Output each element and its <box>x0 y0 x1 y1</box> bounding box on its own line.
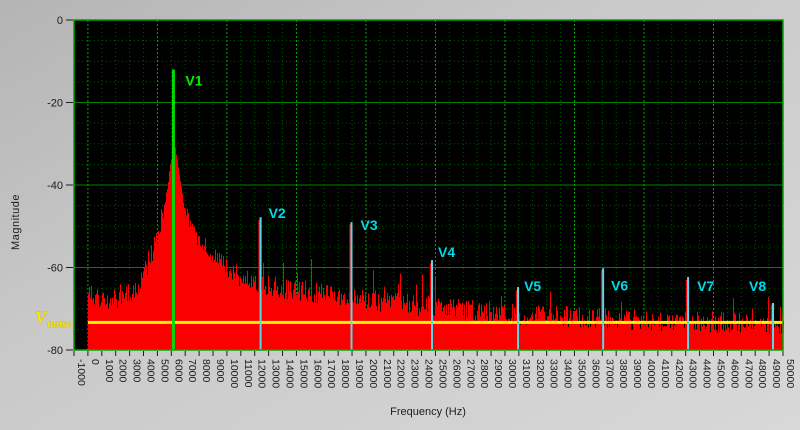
x-tick-label: 17000 <box>325 359 337 388</box>
x-tick-label: 43000 <box>687 359 699 388</box>
x-tick-label: 20000 <box>367 359 379 388</box>
harmonic-spike <box>515 290 518 350</box>
x-tick-label: 48000 <box>756 359 768 388</box>
x-tick-label: 16000 <box>311 359 323 388</box>
x-tick-label: 30000 <box>506 359 518 388</box>
x-tick-label: 3000 <box>131 359 143 383</box>
marker-v6[interactable]: V6 <box>602 268 628 350</box>
x-tick-label: 42000 <box>673 359 685 388</box>
marker-v4[interactable]: V4 <box>431 244 455 350</box>
x-tick-label: 47000 <box>742 359 754 388</box>
x-tick-label: 5000 <box>158 359 170 383</box>
x-tick-label: 32000 <box>534 359 546 388</box>
x-tick-label: 44000 <box>701 359 713 388</box>
x-tick-label: 35000 <box>576 359 588 388</box>
x-tick-label: 7000 <box>186 359 198 383</box>
x-tick-label: 8000 <box>200 359 212 383</box>
x-tick-label: 0 <box>89 359 101 365</box>
x-axis: -1000 0 1000 2000 3000 4000 5000 6000 7000 8000 90… <box>73 351 796 388</box>
marker-v3[interactable]: V3 <box>350 217 378 350</box>
x-tick-label: 22000 <box>395 359 407 388</box>
harmonic-spike <box>600 270 603 350</box>
marker-label-v4[interactable]: V4 <box>438 244 455 260</box>
marker-label-v1[interactable]: V1 <box>185 73 202 89</box>
x-tick-label: 46000 <box>728 359 740 388</box>
marker-label-v8[interactable]: V8 <box>749 278 766 294</box>
marker-v8[interactable]: V8 <box>749 278 775 350</box>
x-tick-label: -1000 <box>75 359 87 386</box>
x-tick-label: 12000 <box>256 359 268 388</box>
noise-threshold-line[interactable] <box>87 320 783 324</box>
noise-label-main: V <box>35 308 47 327</box>
marker-v2[interactable]: V2 <box>259 205 286 350</box>
marker-v7[interactable]: V7 <box>687 277 714 350</box>
x-tick-label: 34000 <box>562 359 574 388</box>
marker-label-v7[interactable]: V7 <box>697 278 714 294</box>
marker-label-v6[interactable]: V6 <box>611 277 628 293</box>
x-tick-label: 25000 <box>437 359 449 388</box>
y-axis-title: Magnitude <box>10 194 22 250</box>
x-tick-label: 24000 <box>423 359 435 388</box>
marker-v5[interactable]: V5 <box>517 278 541 350</box>
x-tick-label: 45000 <box>715 359 727 388</box>
harmonic-spike <box>770 304 773 350</box>
x-tick-label: 49000 <box>770 359 782 388</box>
x-tick-label: 18000 <box>339 359 351 388</box>
x-tick-label: 27000 <box>464 359 476 388</box>
x-tick-label: 31000 <box>520 359 532 388</box>
spectrum-area <box>88 139 784 350</box>
marker-label-v2[interactable]: V2 <box>269 205 286 221</box>
x-tick-label: 38000 <box>617 359 629 388</box>
marker-label-v5[interactable]: V5 <box>524 278 541 294</box>
y-axis: 0 -20 -40 -60 -80 <box>47 15 73 357</box>
x-tick-label: 29000 <box>492 359 504 388</box>
x-tick-label: 37000 <box>603 359 615 388</box>
x-tick-label: 23000 <box>409 359 421 388</box>
marker-v1[interactable]: V1 <box>171 69 203 351</box>
x-tick-label: 26000 <box>450 359 462 388</box>
y-tick-label: -20 <box>47 98 63 110</box>
x-tick-label: 4000 <box>145 359 157 383</box>
y-tick-label: 0 <box>57 15 63 27</box>
x-tick-label: 11000 <box>242 359 254 388</box>
x-tick-label: 21000 <box>381 359 393 388</box>
x-axis-title: Frequency (Hz) <box>390 406 466 418</box>
x-tick-label: 39000 <box>631 359 643 388</box>
x-tick-label: 41000 <box>659 359 671 388</box>
x-tick-label: 2000 <box>117 359 129 383</box>
noise-threshold-label: Vnoise <box>35 308 71 330</box>
plot-border <box>73 19 784 351</box>
harmonic-spike <box>685 279 688 350</box>
y-tick-label: -40 <box>47 180 63 192</box>
x-tick-label: 1000 <box>103 359 115 383</box>
y-tick-label: -60 <box>47 263 63 275</box>
harmonic-spike <box>429 263 432 350</box>
x-tick-label: 14000 <box>284 359 296 388</box>
x-tick-label: 36000 <box>589 359 601 388</box>
x-tick-label: 28000 <box>478 359 490 388</box>
x-tick-label: 10000 <box>228 359 240 388</box>
x-tick-label: 19000 <box>353 359 365 388</box>
x-tick-label: 9000 <box>214 359 226 383</box>
marker-label-v3[interactable]: V3 <box>361 217 378 233</box>
x-tick-label: 15000 <box>297 359 309 388</box>
x-tick-label: 33000 <box>548 359 560 388</box>
noise-label-sub: noise <box>47 318 72 330</box>
harmonic-spike <box>349 224 352 350</box>
y-tick-label: -80 <box>47 345 63 357</box>
x-tick-label: 13000 <box>270 359 282 388</box>
harmonic-spike <box>258 220 261 350</box>
x-tick-label: 40000 <box>645 359 657 388</box>
x-tick-label: 50000 <box>784 359 796 388</box>
x-tick-label: 6000 <box>172 359 184 383</box>
